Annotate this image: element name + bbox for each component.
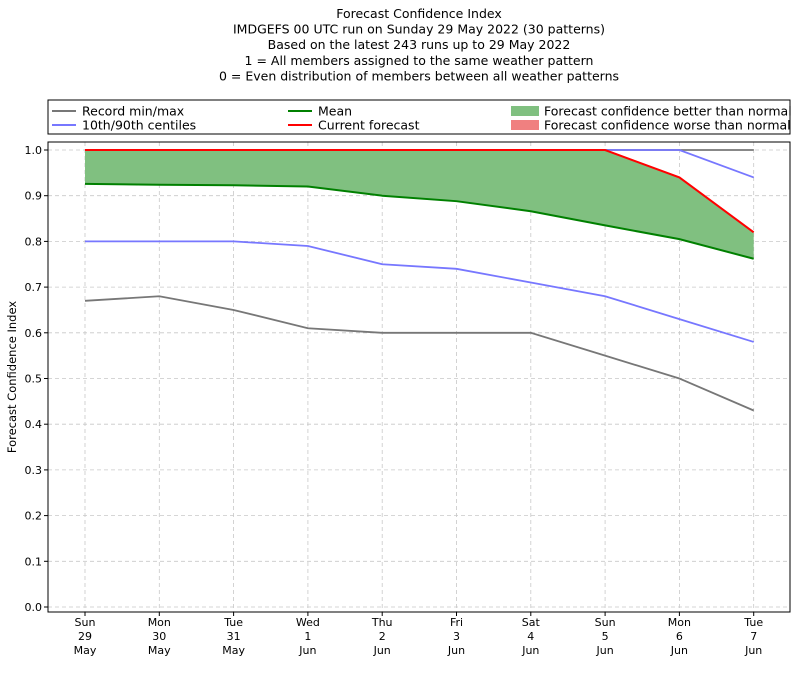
y-tick-label: 0.4 [25, 418, 43, 431]
plot-frame [47, 141, 791, 613]
x-tick-label: 7 [750, 630, 757, 643]
x-tick-label: May [74, 644, 97, 657]
legend-box [47, 99, 791, 135]
x-tick-label: 3 [453, 630, 460, 643]
y-tick-label: 0.1 [25, 555, 43, 568]
current-line [85, 149, 755, 234]
x-tick-label: Mon [668, 616, 691, 629]
title-line: IMDGEFS 00 UTC run on Sunday 29 May 2022… [233, 22, 605, 37]
record-min-line [84, 295, 755, 412]
legend-label: Record min/max [82, 104, 184, 119]
y-axis-label: Forecast Confidence Index [5, 301, 19, 453]
legend-patch-swatch [511, 120, 539, 130]
x-tick-label: Tue [743, 616, 763, 629]
better-than-normal-fill [85, 150, 754, 259]
x-tick-label: Sat [522, 616, 541, 629]
x-tick-label: Sun [595, 616, 616, 629]
y-tick-label: 0.8 [25, 235, 43, 248]
fill-areas [85, 150, 754, 259]
x-tick-label: Thu [371, 616, 393, 629]
title-line: 0 = Even distribution of members between… [219, 68, 619, 83]
y-tick-label: 0.7 [25, 281, 43, 294]
x-tick-label: 6 [676, 630, 683, 643]
legend-label: Mean [318, 104, 352, 119]
x-tick-label: Jun [521, 644, 539, 657]
x-tick-label: Jun [298, 644, 316, 657]
y-tick-label: 1.0 [25, 144, 43, 157]
title-line: Forecast Confidence Index [336, 6, 502, 21]
x-tick-label: 5 [602, 630, 609, 643]
x-tick-label: Jun [744, 644, 762, 657]
y-tick-label: 0.3 [25, 464, 43, 477]
x-tick-label: Tue [223, 616, 243, 629]
p10-line [85, 240, 754, 343]
x-tick-label: May [222, 644, 245, 657]
x-tick-label: Jun [670, 644, 688, 657]
y-tick-label: 0.5 [25, 373, 43, 386]
axes: 0.00.10.20.30.40.50.60.70.80.91.0Sun29Ma… [5, 141, 791, 657]
x-tick-label: Sun [75, 616, 96, 629]
y-tick-label: 0.9 [25, 190, 43, 203]
x-tick-label: 31 [227, 630, 241, 643]
mean-line [84, 182, 754, 260]
y-tick-label: 0.6 [25, 327, 43, 340]
legend-label: Current forecast [318, 118, 420, 133]
x-tick-label: Jun [596, 644, 614, 657]
legend-label: 10th/90th centiles [82, 118, 196, 133]
x-tick-label: Jun [447, 644, 465, 657]
y-tick-label: 0.0 [25, 601, 43, 614]
title-line: Based on the latest 243 runs up to 29 Ma… [268, 37, 571, 52]
x-tick-label: Jun [373, 644, 391, 657]
x-tick-label: 29 [78, 630, 92, 643]
x-tick-label: Fri [450, 616, 463, 629]
x-tick-label: 30 [152, 630, 166, 643]
x-tick-label: 2 [379, 630, 386, 643]
x-tick-label: 1 [304, 630, 311, 643]
x-tick-label: Wed [296, 616, 320, 629]
x-tick-label: May [148, 644, 171, 657]
series-lines [84, 149, 755, 412]
legend-label: Forecast confidence worse than normal [544, 118, 791, 133]
y-tick-label: 0.2 [25, 510, 43, 523]
title-line: 1 = All members assigned to the same wea… [245, 53, 594, 68]
x-tick-label: 4 [527, 630, 534, 643]
legend-label: Forecast confidence better than normal [544, 104, 792, 119]
x-tick-label: Mon [148, 616, 171, 629]
legend-patch-swatch [511, 106, 539, 116]
